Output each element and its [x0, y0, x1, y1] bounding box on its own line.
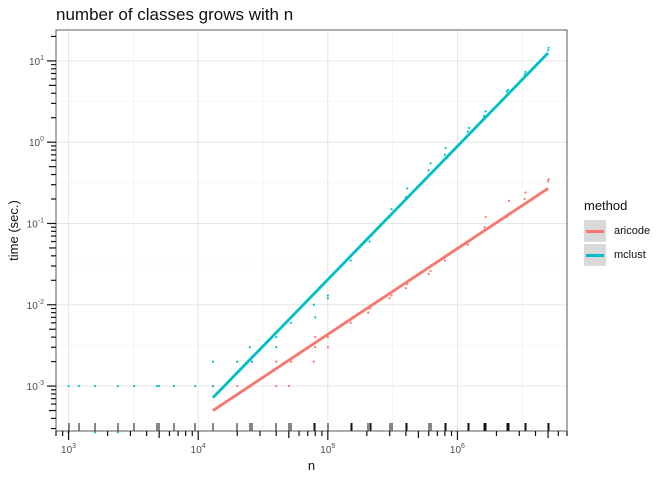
point-mclust [248, 346, 251, 349]
fit-line-aricode [212, 187, 549, 412]
point-aricode [326, 336, 329, 339]
point-mclust [546, 49, 550, 52]
point-mclust [93, 431, 97, 434]
legend-swatch-mclust [586, 254, 604, 257]
point-mclust [93, 384, 97, 388]
point-mclust [314, 316, 317, 319]
point-mclust [312, 303, 315, 306]
legend-key-aricode [584, 220, 606, 242]
x-tick-label: 103 [61, 443, 76, 456]
point-mclust [275, 346, 278, 349]
point-mclust [444, 146, 447, 150]
point-mclust [326, 294, 329, 297]
point-mclust [506, 88, 509, 91]
point-aricode [349, 321, 352, 324]
y-tick-label: 10-1 [27, 217, 44, 230]
point-aricode [484, 215, 487, 219]
x-tick-label: 105 [320, 443, 335, 456]
y-tick-label: 101 [29, 55, 44, 68]
point-aricode [314, 346, 317, 349]
point-mclust [484, 110, 487, 113]
x-axis-title: n [308, 458, 315, 473]
point-mclust [211, 360, 215, 363]
points-layer [67, 46, 550, 434]
point-aricode [390, 294, 393, 297]
point-mclust [275, 336, 278, 339]
point-aricode [289, 360, 293, 363]
legend: method aricode mclust [584, 198, 650, 267]
point-mclust [466, 130, 469, 133]
point-mclust [211, 384, 215, 388]
point-mclust [547, 46, 550, 49]
point-mclust [406, 187, 409, 190]
legend-label-mclust: mclust [614, 249, 646, 261]
point-mclust [468, 126, 471, 129]
point-mclust [429, 162, 432, 165]
y-tick-label: 10-3 [27, 380, 44, 393]
legend-item-aricode: aricode [584, 219, 650, 243]
point-mclust [67, 384, 70, 388]
chart-title: number of classes grows with n [56, 5, 294, 24]
point-mclust [155, 384, 158, 388]
point-mclust [132, 384, 136, 388]
point-aricode [427, 272, 430, 275]
point-aricode [367, 311, 370, 314]
point-aricode [523, 197, 526, 201]
legend-label-aricode: aricode [614, 225, 651, 237]
point-mclust [194, 384, 197, 388]
x-tick-label: 106 [450, 443, 465, 456]
rug-layer [68, 423, 550, 431]
point-aricode [429, 269, 432, 273]
point-mclust [443, 153, 446, 156]
point-mclust [250, 360, 254, 363]
point-mclust [326, 297, 329, 300]
axis-layer: 103 104 105 106 10-3 10-2 10-1 100 101 [27, 35, 568, 456]
point-aricode [466, 243, 469, 246]
point-mclust [368, 240, 371, 243]
grid-layer [56, 30, 567, 431]
point-mclust [172, 384, 176, 388]
panel-border [55, 29, 568, 432]
point-mclust [524, 70, 527, 74]
point-mclust [158, 384, 161, 388]
fit-layer [211, 52, 550, 412]
point-mclust [289, 321, 293, 324]
point-mclust [116, 384, 119, 388]
point-mclust [77, 384, 80, 388]
y-tick-label: 10-2 [27, 299, 44, 312]
point-mclust [116, 431, 119, 434]
point-aricode [312, 360, 315, 363]
point-aricode [326, 346, 329, 349]
point-aricode [524, 191, 527, 194]
point-aricode [507, 199, 511, 202]
point-aricode [388, 297, 391, 300]
point-aricode [546, 180, 550, 183]
point-aricode [547, 178, 550, 181]
point-aricode [287, 384, 290, 388]
point-mclust [390, 208, 393, 211]
point-aricode [314, 336, 317, 339]
point-aricode [443, 259, 446, 262]
fit-line-mclust [211, 52, 550, 399]
point-aricode [236, 384, 239, 388]
point-aricode [275, 360, 278, 363]
point-mclust [349, 259, 352, 262]
point-aricode [275, 384, 278, 388]
point-mclust [427, 169, 430, 172]
point-mclust [236, 360, 239, 363]
y-axis-title: time (sec.) [6, 200, 21, 261]
point-aricode [483, 226, 486, 229]
legend-item-mclust: mclust [584, 243, 650, 267]
legend-key-mclust [584, 244, 606, 266]
point-mclust [505, 90, 508, 93]
legend-swatch-aricode [586, 230, 604, 233]
x-tick-label: 104 [191, 443, 206, 456]
point-aricode [404, 287, 407, 290]
y-tick-label: 100 [29, 136, 44, 149]
legend-title: method [584, 198, 628, 213]
